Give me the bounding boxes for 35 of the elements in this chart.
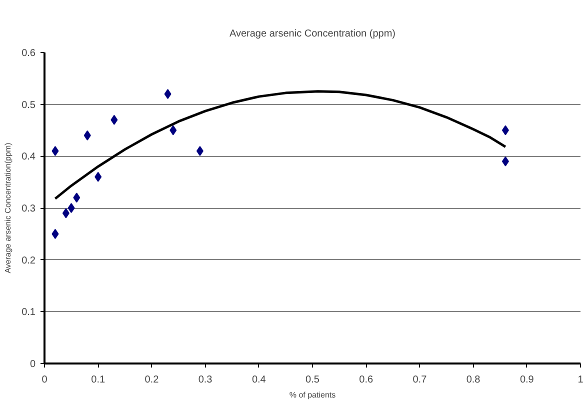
point — [84, 130, 91, 140]
point — [62, 208, 70, 218]
point — [73, 192, 80, 203]
x-tick-label: 0.9 — [520, 374, 534, 386]
x-tick-label: 0.4 — [252, 374, 266, 386]
point — [52, 146, 59, 156]
point — [502, 156, 509, 166]
point — [110, 114, 118, 125]
x-tick-label: 0.8 — [466, 374, 481, 386]
x-tick-label: 0.3 — [198, 374, 213, 386]
y-tick-label: 0.3 — [22, 204, 36, 214]
x-axis-title: % of patients — [289, 390, 336, 400]
x-tick-label: 1 — [578, 374, 584, 386]
x-tick-label: 0.5 — [306, 374, 320, 386]
x-tick-label: 0.2 — [144, 374, 160, 386]
y-tick-label: 0.2 — [22, 255, 36, 266]
line-series — [54, 90, 507, 200]
x-tick-label: 0.7 — [412, 374, 428, 386]
point — [502, 125, 509, 136]
y-tick-label: 0 — [30, 359, 36, 370]
y-tick-label: 0.6 — [22, 48, 36, 59]
x-tick-label: 0 — [42, 374, 48, 386]
point — [68, 203, 75, 213]
y-tick-label: 0.5 — [22, 100, 36, 111]
x-tick-label: 0.1 — [91, 374, 106, 386]
y-tick-label: 0.4 — [22, 152, 36, 163]
y-axis-title: Average arsenic Concentration(ppm) — [4, 142, 13, 274]
point — [170, 125, 177, 136]
point — [196, 146, 204, 156]
point — [164, 88, 172, 99]
x-tick-label: 0.6 — [359, 374, 374, 386]
point — [94, 172, 102, 182]
point — [52, 228, 59, 239]
chart-title: Average arsenic Concentration (ppm) — [229, 28, 396, 40]
y-tick-label: 0.1 — [22, 307, 36, 318]
